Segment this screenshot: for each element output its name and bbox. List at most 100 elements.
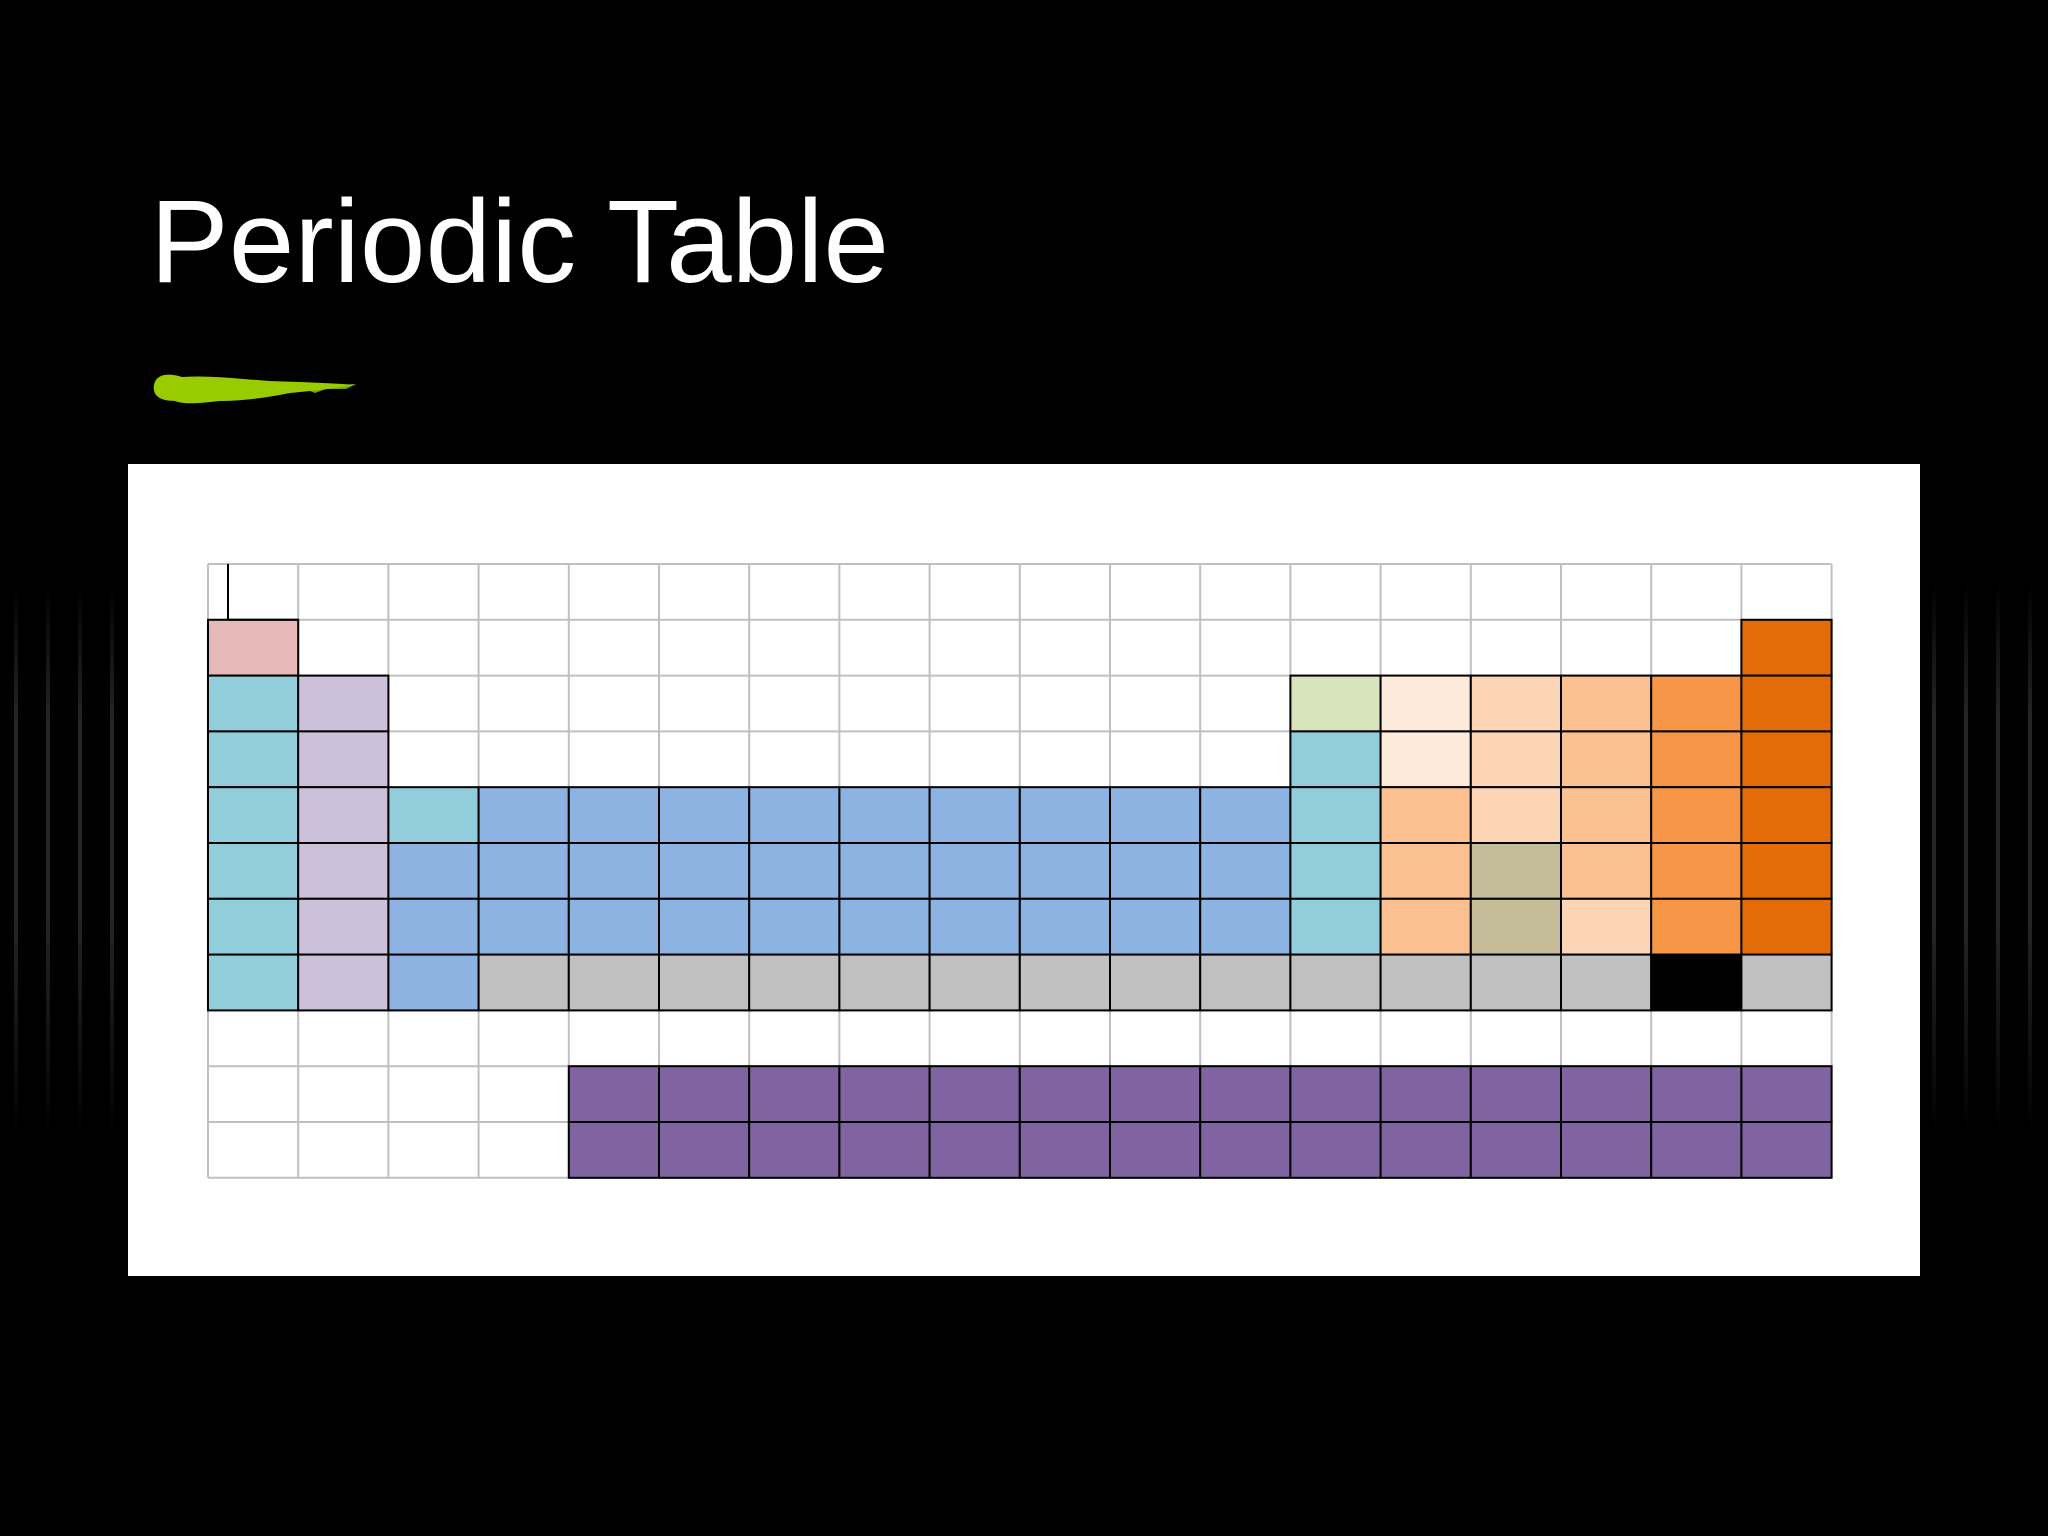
element-cell-un [567,953,660,1012]
element-cell-nm1 [1379,730,1472,789]
element-cell-hal [1650,786,1743,845]
element-cell-ae [297,674,390,733]
element-cell-alk [207,730,300,789]
element-cell-tm [477,897,570,956]
element-cell-met [1289,842,1382,900]
element-cell-lan [1379,1065,1472,1124]
element-cell-nm3 [1379,842,1472,900]
element-cell-un [1740,953,1833,1012]
element-cell-tm [567,786,660,845]
element-cell-nm3 [1379,786,1472,845]
element-cell-lan [838,1065,931,1124]
element-cell-lan [1650,1121,1743,1179]
element-cell-lan [1289,1121,1382,1179]
element-cell-nm3 [1560,842,1653,900]
element-cell-alk [207,786,300,845]
element-cell-nm3 [1560,730,1653,789]
right-stripe-decoration [1918,580,2048,1140]
element-cell-ng [1740,730,1833,789]
element-cell-ng [1740,674,1833,733]
element-cell-alk [207,674,300,733]
element-cell-un [1199,953,1292,1012]
element-cell-nm1 [1379,674,1472,733]
element-cell-met [1289,897,1382,956]
element-cell-lan [928,1065,1021,1124]
element-cell-tm [1018,786,1111,845]
slide-title: Periodic Table [150,176,890,308]
element-cell-lan [1740,1065,1833,1124]
element-cell-nm3 [1379,897,1472,956]
element-cell-met [1289,730,1382,789]
element-cell-lan [748,1121,841,1179]
element-cell-tm [1199,786,1292,845]
element-cell-tm [1109,842,1202,900]
element-cell-ae [297,953,390,1012]
element-cell-lan [567,1065,660,1124]
element-cell-tm [1199,842,1292,900]
element-cell-lan [1109,1065,1202,1124]
element-cell-md [1469,897,1563,956]
element-cell-lan [1560,1065,1653,1124]
element-cell-un [1560,953,1653,1012]
element-cell-un [1109,953,1202,1012]
element-cell-un [838,953,931,1012]
element-cell-un [1289,953,1382,1012]
element-cell-lan [748,1065,841,1124]
element-cell-un [477,953,570,1012]
periodic-table-grid [207,563,1833,1179]
element-cell-h [207,618,300,677]
element-cell-tm [838,842,931,900]
element-cell-lan [1740,1121,1833,1179]
element-cell-lan [1018,1065,1111,1124]
element-cell-ae [297,786,390,845]
element-cell-tm [567,897,660,956]
element-cell-hal [1650,897,1743,956]
periodic-table-panel [128,464,1920,1276]
element-cell-alk [207,897,300,956]
element-cell-hal [1650,674,1743,733]
element-cell-tm [928,897,1021,956]
element-cell-un [1379,953,1472,1012]
element-cell-tm [658,786,751,845]
element-cell-tm [748,897,841,956]
element-cell-tm [567,842,660,900]
left-stripe-decoration [0,580,130,1140]
element-cell-met [387,786,480,845]
element-cell-md [1469,842,1563,900]
element-cell-tm [928,842,1021,900]
element-cell-ng [1740,786,1833,845]
element-cell-un [748,953,841,1012]
element-cell-tm [658,842,751,900]
element-cell-nm3 [1560,786,1653,845]
element-cell-tm [1109,897,1202,956]
element-cell-nm2 [1469,786,1563,845]
element-cell-lan [1199,1065,1292,1124]
element-cell-lan [1018,1121,1111,1179]
element-cell-un [1018,953,1111,1012]
element-cell-hal [1650,842,1743,900]
element-cell-tm [838,897,931,956]
element-cell-tm [477,842,570,900]
element-cell-bor [1289,674,1382,733]
element-cell-lan [658,1121,751,1179]
element-cell-tm [387,953,480,1012]
element-cell-blk [1650,953,1743,1012]
element-cell-tm [477,786,570,845]
element-cells [207,618,1833,1179]
element-cell-tm [658,897,751,956]
element-cell-un [928,953,1021,1012]
element-cell-ae [297,842,390,900]
element-cell-tm [838,786,931,845]
element-cell-met [1289,786,1382,845]
element-cell-alk [207,953,300,1012]
element-cell-ng [1740,618,1833,677]
element-cell-nm2 [1560,897,1653,956]
element-cell-lan [838,1121,931,1179]
green-brush-stroke [153,374,356,404]
element-cell-ng [1740,842,1833,900]
element-cell-tm [748,842,841,900]
element-cell-tm [387,842,480,900]
element-cell-un [658,953,751,1012]
element-cell-lan [1109,1121,1202,1179]
element-cell-alk [207,842,300,900]
